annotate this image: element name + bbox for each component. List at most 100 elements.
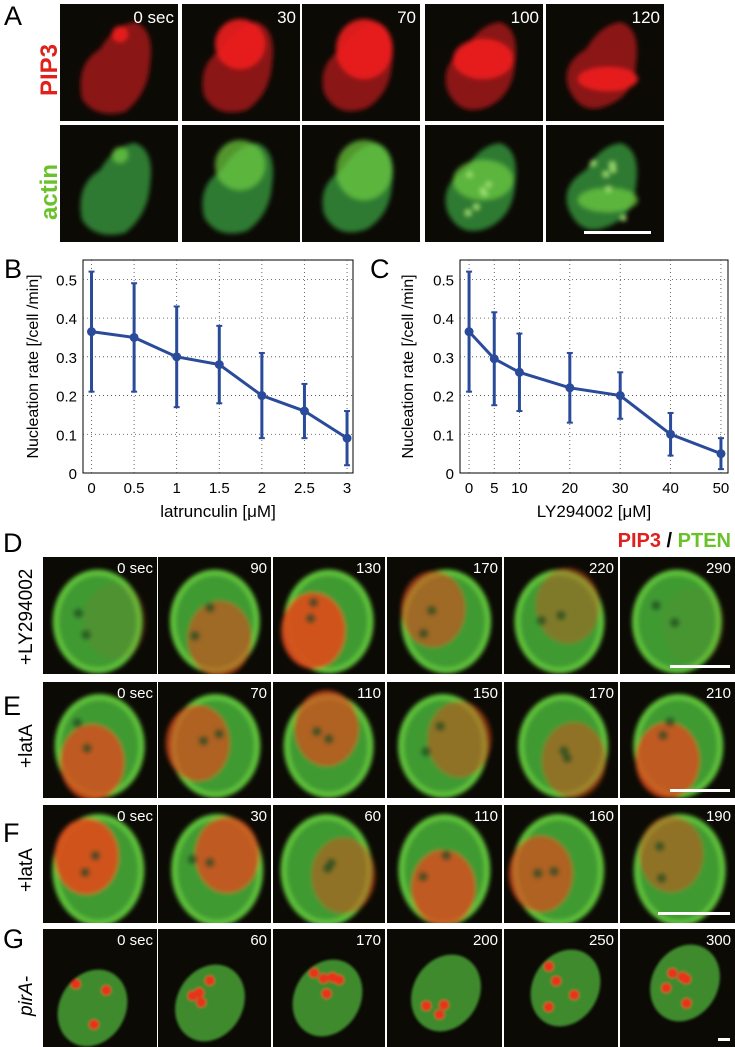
channel-legend: PIP3 / PTEN [618, 530, 731, 553]
timepoint-label: 190 [705, 808, 731, 825]
timepoint-label: 70 [250, 685, 267, 702]
y-tick-label: 0 [446, 466, 454, 483]
data-point [257, 391, 267, 401]
timepoint-label: 300 [705, 932, 731, 949]
legend-separator: / [666, 530, 673, 552]
timepoint-label: 160 [588, 808, 614, 825]
micrograph-pip3-pten: 0 sec [43, 929, 157, 1047]
condition-label: +latA [16, 847, 37, 892]
micrograph-green [425, 125, 543, 242]
data-point [489, 354, 499, 364]
scale-bar [718, 1038, 730, 1041]
timepoint-label: 100 [510, 8, 539, 27]
data-point [129, 332, 139, 342]
micrograph-pip3-pten: 0 sec [43, 682, 157, 798]
x-tick-label: 30 [612, 480, 629, 497]
x-tick-label: 0 [87, 480, 95, 497]
plot-frame [82, 259, 354, 474]
x-axis-label: LY294002 [μM] [537, 502, 651, 521]
micrograph-pip3-pten: 70 [158, 682, 271, 798]
micrograph-red: 0 sec [60, 4, 178, 121]
x-tick-label: 3 [343, 480, 351, 497]
legend-pten: PTEN [677, 530, 731, 552]
y-tick-label: 0.2 [433, 389, 454, 406]
micrograph-green [182, 125, 300, 242]
x-tick-label: 50 [713, 480, 730, 497]
x-tick-label: 10 [511, 480, 528, 497]
micrograph-pip3-pten: 110 [273, 682, 385, 798]
micrograph-pip3-pten: 0 sec [43, 557, 157, 674]
x-tick-label: 0.5 [124, 480, 145, 497]
timepoint-label: 30 [277, 8, 296, 27]
timepoint-label: 0 sec [117, 560, 153, 577]
panel-label-f: F [3, 818, 20, 848]
data-point [299, 406, 309, 416]
micrograph-pip3-pten: 170 [273, 929, 385, 1047]
data-point [716, 449, 726, 459]
micrograph-pip3-pten: 150 [387, 682, 502, 798]
panel-label-e: E [3, 691, 22, 721]
scale-bar [584, 231, 651, 234]
micrograph-pip3-pten: 300 [620, 929, 735, 1047]
y-tick-label: 0.1 [433, 427, 454, 444]
scale-bar [658, 912, 730, 915]
timepoint-label: 200 [472, 932, 498, 949]
timepoint-label: 290 [705, 560, 731, 577]
data-point [615, 391, 625, 401]
y-axis-label: Nucleation rate [/cell /min] [400, 274, 417, 458]
y-tick-label: 0.5 [433, 272, 454, 289]
panel-label-g: G [3, 924, 25, 954]
micrograph-red: 30 [182, 4, 300, 121]
x-tick-label: 20 [561, 480, 578, 497]
micrograph-green [546, 125, 664, 242]
scale-bar [670, 665, 730, 668]
x-tick-label: 40 [662, 480, 679, 497]
data-point [87, 327, 97, 337]
condition-label: +latA [16, 723, 37, 768]
timepoint-label: 70 [397, 8, 416, 27]
micrograph-green [60, 125, 178, 242]
timepoint-label: 0 sec [117, 685, 153, 702]
timepoint-label: 0 sec [117, 932, 153, 949]
micrograph-pip3-pten: 60 [273, 805, 385, 923]
timepoint-label: 170 [588, 685, 614, 702]
data-point [565, 383, 575, 393]
micrograph-red: 100 [425, 4, 543, 121]
micrograph-pip3-pten: 200 [387, 929, 502, 1047]
micrograph-pip3-pten: 170 [504, 682, 618, 798]
x-tick-label: 1.5 [209, 480, 230, 497]
x-tick-label: 5 [490, 480, 498, 497]
micrograph-red: 70 [302, 4, 420, 121]
micrograph-pip3-pten: 130 [273, 557, 385, 674]
micrograph-pip3-pten: 220 [504, 557, 618, 674]
timepoint-label: 0 sec [117, 808, 153, 825]
timepoint-label: 170 [355, 932, 381, 949]
panel-label-c: C [370, 254, 390, 284]
micrograph-pip3-pten: 0 sec [43, 805, 157, 923]
plot-frame [459, 259, 729, 474]
timepoint-label: 110 [357, 685, 381, 702]
timepoint-label: 150 [472, 685, 498, 702]
data-point [342, 433, 352, 443]
micrograph-pip3-pten: 290 [620, 557, 735, 674]
micrograph-pip3-pten: 190 [620, 805, 735, 923]
data-point [666, 429, 676, 439]
timepoint-label: 170 [472, 560, 498, 577]
timepoint-label: 60 [364, 808, 381, 825]
timepoint-label: 110 [474, 808, 498, 825]
timepoint-label: 130 [355, 560, 381, 577]
timepoint-label: 0 sec [133, 8, 174, 27]
legend-pip3: PIP3 [617, 530, 661, 552]
x-axis-label: latrunculin [μM] [160, 502, 276, 521]
y-tick-label: 0.2 [56, 389, 77, 406]
micrograph-pip3-pten: 60 [158, 929, 271, 1047]
timepoint-label: 210 [705, 685, 731, 702]
data-point [464, 327, 474, 337]
timepoint-label: 220 [588, 560, 614, 577]
y-tick-label: 0.3 [433, 350, 454, 367]
micrograph-green [302, 125, 420, 242]
timepoint-label: 120 [631, 8, 660, 27]
micrograph-pip3-pten: 90 [158, 557, 271, 674]
timepoint-label: 90 [250, 560, 267, 577]
